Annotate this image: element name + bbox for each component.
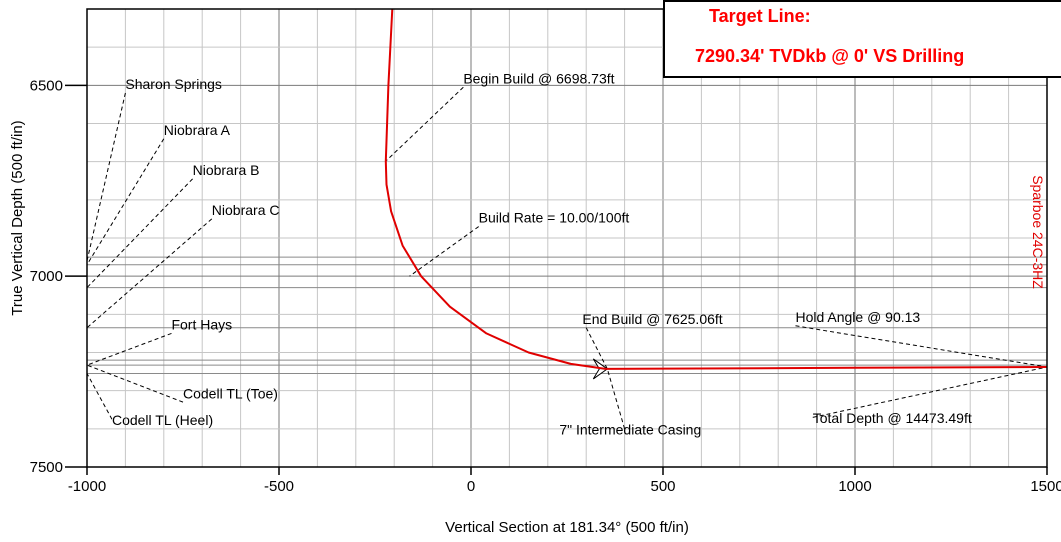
annotation-leader [812,366,1048,418]
annotation-label: Codell TL (Heel) [112,412,213,428]
annotation-label: Fort Hays [171,317,232,333]
formation-lines [87,256,1047,374]
annotation-label: Niobrara A [164,122,231,138]
annotation-label: Niobrara C [212,202,280,218]
annotation-leader [795,325,1048,368]
x-axis-title: Vertical Section at 181.34° (500 ft/in) [445,519,689,536]
x-tick-label: 1000 [838,478,871,495]
x-tick-label: -1000 [68,478,106,495]
annotation-leader [86,332,172,366]
annotation-leader [86,92,126,262]
y-tick-label: 6500 [30,77,63,94]
annotation-label: Build Rate = 10.00/100ft [479,210,630,226]
annotation-label: Niobrara B [193,162,260,178]
annotation-label: End Build @ 7625.06ft [582,311,722,327]
x-tick-label: 0 [467,478,475,495]
annotation-leader [585,327,608,370]
plot-area-frame [86,8,1048,468]
annotation-label: Hold Angle @ 90.13 [795,309,920,325]
x-tick-label: 500 [650,478,675,495]
annotation-label: Codell TL (Toe) [183,385,278,401]
y-axis-title: True Vertical Depth (500 ft/in) [9,120,26,315]
annotation-labels: Sharon Springs Niobrara A Niobrara B Niobra… [112,70,972,437]
annotation-leader [606,368,626,429]
annotation-leader [86,373,113,420]
annotation-leaders [86,86,1048,429]
target-line-value: 7290.34' TVDkb @ 0' VS Drilling [695,46,965,66]
annotation-label: Begin Build @ 6698.73ft [463,70,614,86]
annotation-leader [86,138,165,265]
y-tick-label: 7500 [30,459,63,476]
annotation-label: Sharon Springs [125,76,222,92]
annotation-label: 7" Intermediate Casing [559,422,701,438]
annotation-leader [86,218,213,329]
target-line-box: Target Line: 7290.34' TVDkb @ 0' VS Dril… [663,0,1061,78]
y-tick-label: 7000 [30,268,63,285]
x-tick-label: 1500 [1030,478,1061,495]
x-tick-label: -500 [264,478,294,495]
series-layer [384,8,1048,370]
annotation-leader [385,86,464,162]
series-line-sparboe-24c-3hz [384,8,1048,370]
axis-ticks: -1000 -500 0 500 1000 1500 6500 7000 7500 [30,77,1061,495]
annotation-leader [409,226,479,277]
annotation-leader [86,364,184,403]
annotation-label: Total Depth @ 14473.49ft [813,410,972,426]
well-name-label: Sparboe 24C-3HZ [1030,175,1046,289]
annotation-leader [86,178,193,288]
target-line-title: Target Line: [709,6,811,26]
